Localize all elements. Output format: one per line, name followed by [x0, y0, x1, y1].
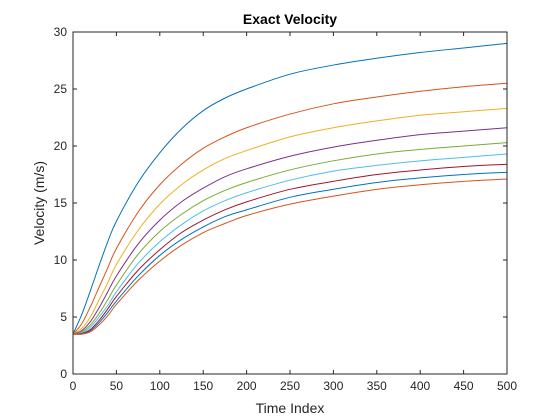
- y-tick-label: 20: [54, 139, 68, 153]
- series-line-3: [72, 107, 508, 335]
- chart-title: Exact Velocity: [243, 11, 337, 27]
- x-tick-label: 200: [237, 379, 257, 393]
- x-tick-label: 350: [367, 379, 387, 393]
- x-tick-label: 50: [110, 379, 124, 393]
- x-tick-label: 150: [193, 379, 213, 393]
- series-line-6: [72, 153, 508, 335]
- x-tick-label: 300: [323, 379, 343, 393]
- y-tick-label: 15: [54, 196, 68, 210]
- y-tick-label: 30: [54, 25, 68, 39]
- series-line-9: [72, 178, 508, 335]
- y-tick-label: 0: [60, 367, 67, 381]
- ticks-layer: 0 50 100 150 200 250 300 350 400 450 500 0 5 10 15 20 25…: [54, 25, 518, 393]
- series-line-7: [72, 163, 508, 335]
- y-tick-label: 5: [60, 310, 67, 324]
- axes-box: [72, 31, 508, 375]
- series-line-4: [72, 127, 508, 335]
- x-axis-label: Time Index: [256, 400, 325, 416]
- x-tick-label: 400: [410, 379, 430, 393]
- x-tick-label: 100: [150, 379, 170, 393]
- x-tick-label: 250: [280, 379, 300, 393]
- series-line-2: [72, 82, 508, 335]
- y-tick-label: 25: [54, 82, 68, 96]
- y-tick-label: 10: [54, 253, 68, 267]
- series-line-1: [72, 42, 508, 335]
- x-tick-label: 450: [454, 379, 474, 393]
- y-axis-label: Velocity (m/s): [31, 161, 47, 245]
- series-line-5: [72, 142, 508, 335]
- x-tick-label: 0: [70, 379, 77, 393]
- plot-area: [73, 32, 507, 374]
- series-line-8: [72, 171, 508, 335]
- x-tick-label: 500: [497, 379, 517, 393]
- series-layer: [72, 42, 508, 335]
